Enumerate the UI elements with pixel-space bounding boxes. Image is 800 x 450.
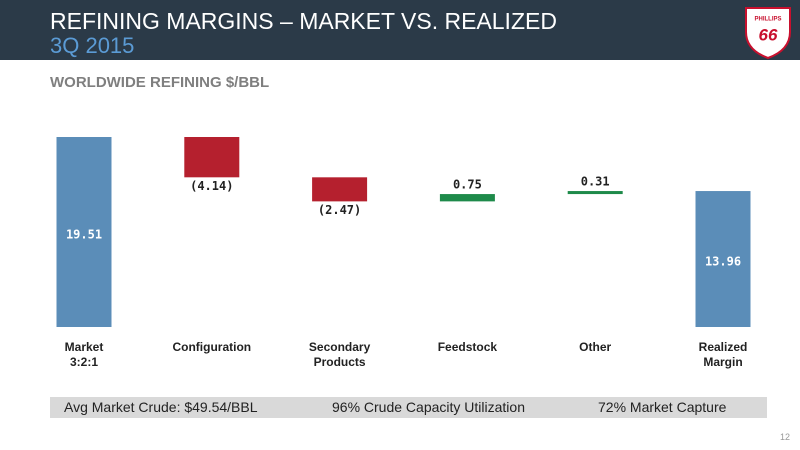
category-label: Configuration bbox=[172, 340, 252, 354]
value-label: (2.47) bbox=[318, 203, 361, 217]
bar bbox=[439, 194, 495, 202]
logo-shield bbox=[745, 7, 791, 60]
footer-text: Avg Market Crude: $49.54/BBL bbox=[64, 399, 258, 415]
page-number: 12 bbox=[779, 432, 790, 442]
logo-number: 66 bbox=[759, 25, 778, 44]
category-label: Feedstock bbox=[437, 340, 498, 354]
footer-band: Avg Market Crude: $49.54/BBL 96% Crude C… bbox=[50, 397, 767, 418]
logo-brand: PHILLIPS bbox=[754, 17, 781, 23]
category-label: Other bbox=[579, 340, 612, 354]
category-label: Secondary Products bbox=[308, 340, 371, 369]
value-label: 19.51 bbox=[66, 228, 102, 242]
bar bbox=[695, 191, 751, 327]
footer-text: 72% Market Capture bbox=[598, 399, 727, 415]
footer-text: 96% Crude Capacity Utilization bbox=[332, 399, 525, 415]
value-label: (4.14) bbox=[190, 179, 233, 193]
chart-title: WORLDWIDE REFINING $/BBL bbox=[50, 74, 270, 91]
subtitle: 3Q 2015 bbox=[50, 33, 135, 58]
bar bbox=[567, 191, 623, 195]
header-band: REFINING MARGINS – MARKET VS. REALIZED 3… bbox=[0, 0, 800, 60]
bar bbox=[56, 137, 112, 327]
logo: PHILLIPS 66 bbox=[745, 7, 791, 60]
category-label: Realized Margin bbox=[698, 340, 748, 369]
bar bbox=[184, 137, 240, 178]
bar bbox=[312, 177, 368, 202]
value-label: 13.96 bbox=[705, 255, 741, 269]
title: REFINING MARGINS – MARKET VS. REALIZED bbox=[50, 8, 557, 34]
value-label: 0.31 bbox=[581, 175, 610, 189]
category-label: Market 3:2:1 bbox=[64, 340, 104, 369]
value-label: 0.75 bbox=[453, 178, 482, 192]
